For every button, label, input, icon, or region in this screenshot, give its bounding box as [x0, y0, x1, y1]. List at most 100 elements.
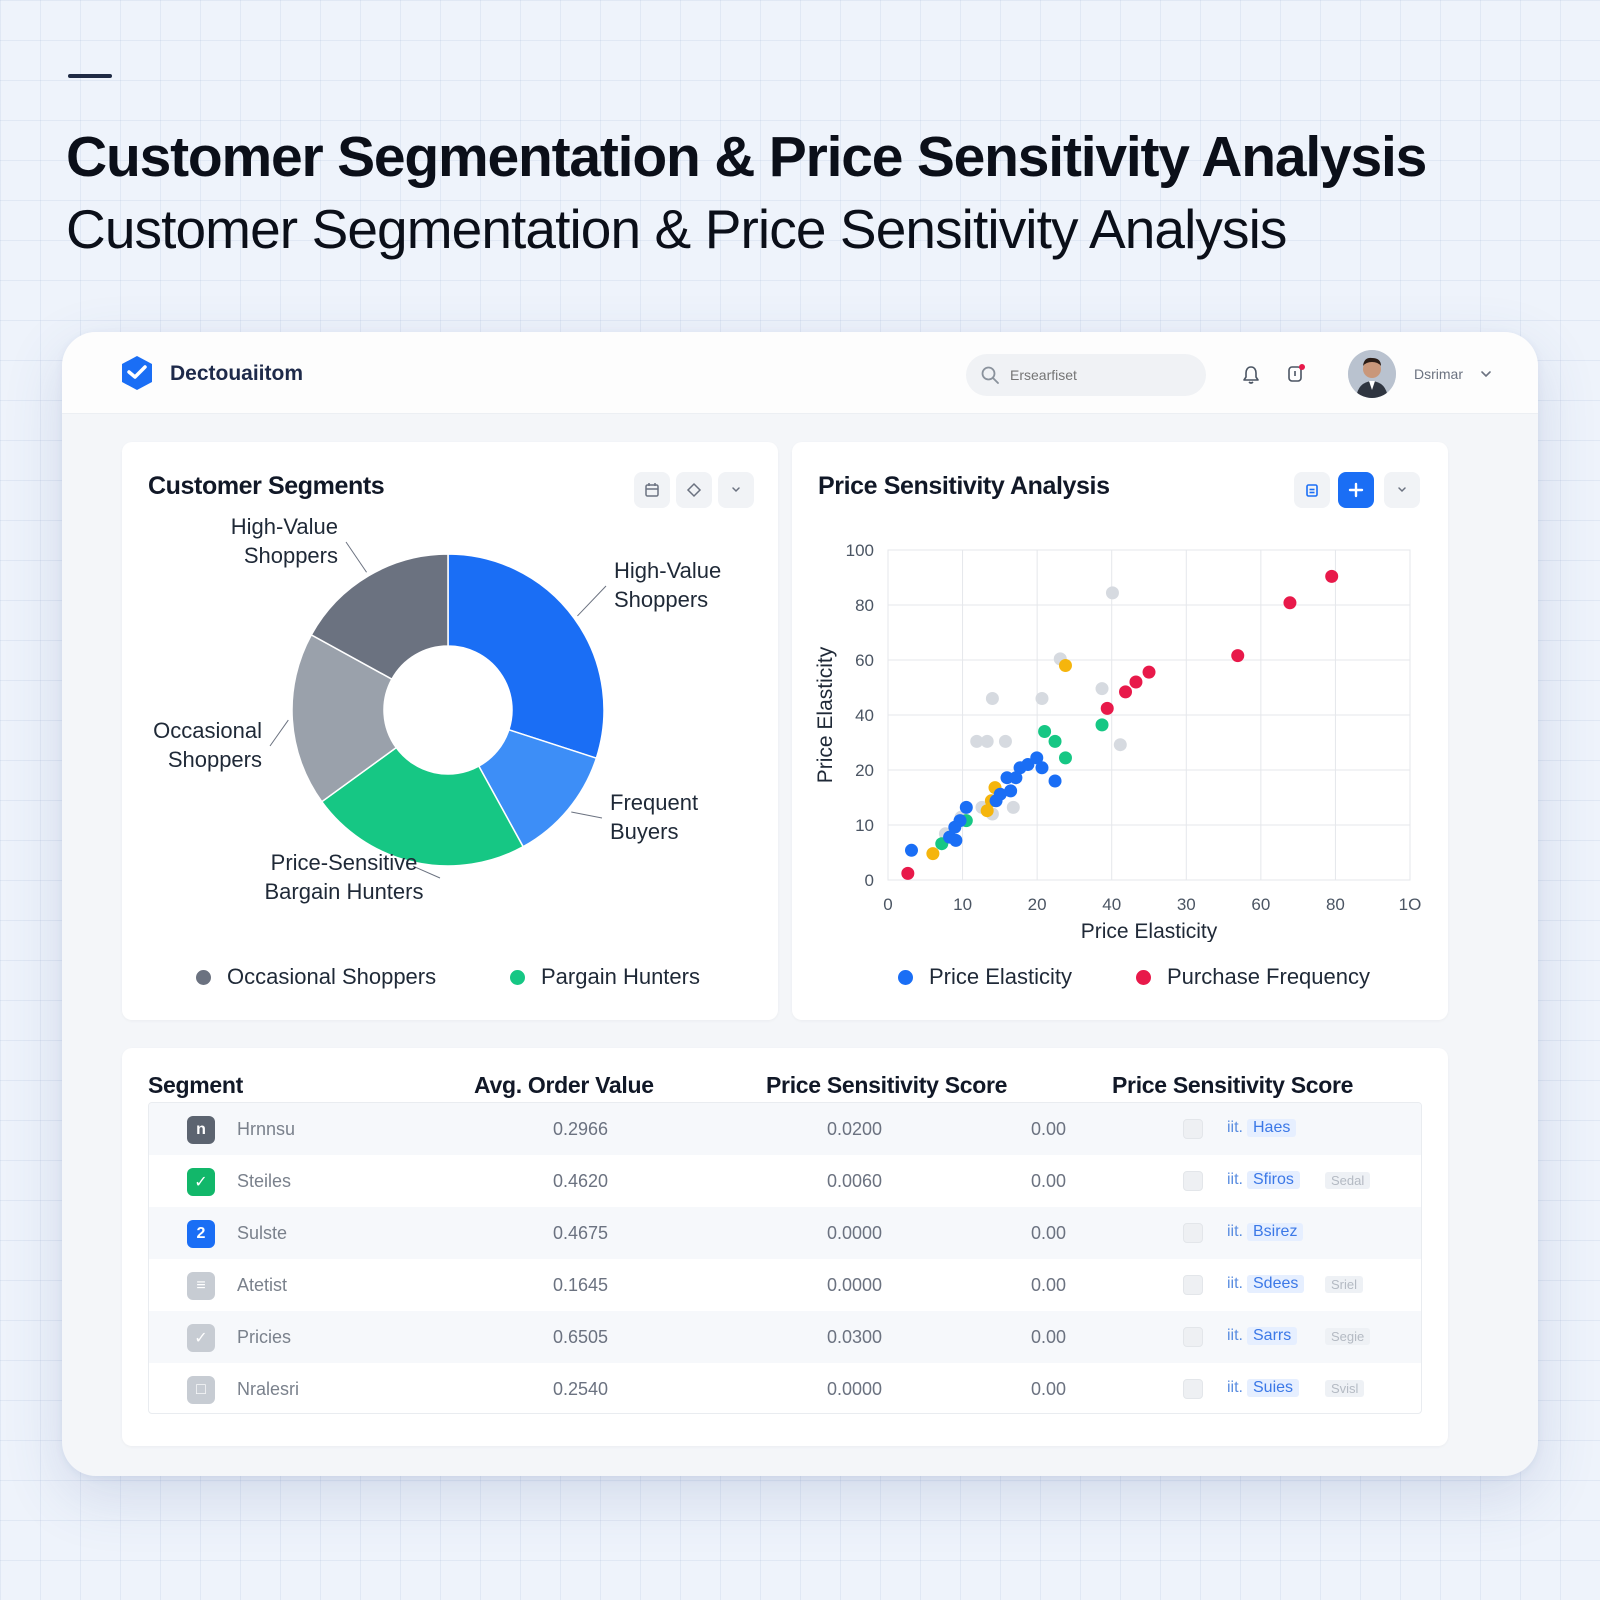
segment-name: Nralesri	[237, 1379, 300, 1399]
legend-label: Occasional Shoppers	[227, 964, 437, 989]
status-badge[interactable]: Haes	[1247, 1119, 1297, 1137]
row-segment-icon: ✓	[187, 1324, 215, 1352]
scatter-point[interactable]	[980, 804, 994, 818]
scatter-point[interactable]	[949, 833, 963, 847]
scatter-point[interactable]	[993, 787, 1007, 801]
price-sensitivity-score: 0.0000	[827, 1379, 883, 1399]
scatter-point[interactable]	[1119, 685, 1133, 699]
scatter-point[interactable]	[959, 800, 973, 814]
callout-label: High-Value Shoppers	[614, 558, 721, 612]
row-checkbox[interactable]	[1183, 1327, 1203, 1347]
tag-button[interactable]	[676, 472, 712, 508]
column-header-pss-2[interactable]: Price Sensitivity Score	[1112, 1072, 1354, 1098]
price-sensitivity-score: 0.0060	[827, 1171, 883, 1191]
scatter-point[interactable]	[1035, 761, 1049, 775]
row-tag: Sriel	[1325, 1276, 1364, 1293]
scatter-point[interactable]	[1105, 586, 1119, 600]
row-segment-icon: ≡	[187, 1272, 215, 1300]
table-body: n Hrnnsu 0.2966 0.0200 0.00 iit. Haes ✓ Steiles 0…	[148, 1102, 1422, 1414]
column-header-segment[interactable]: Segment	[148, 1072, 244, 1098]
hero-title: Customer Segmentation & Price Sensitivit…	[66, 125, 1427, 189]
legend-label: Purchase Frequency	[1167, 964, 1370, 989]
scatter-point[interactable]	[1231, 649, 1245, 663]
scatter-point[interactable]	[985, 692, 999, 705]
scatter-point[interactable]	[926, 847, 940, 861]
scatter-point[interactable]	[1113, 738, 1127, 752]
x-tick-label: 1O	[1399, 895, 1422, 914]
scatter-point[interactable]	[1004, 784, 1018, 798]
row-checkbox[interactable]	[1183, 1379, 1203, 1399]
scatter-point[interactable]	[1038, 725, 1052, 738]
scatter-point[interactable]	[998, 734, 1012, 748]
scatter-point[interactable]	[1006, 800, 1020, 814]
table-row[interactable]: n Hrnnsu 0.2966 0.0200 0.00 iit. Haes	[149, 1103, 1421, 1155]
status-badge[interactable]: Bsirez	[1247, 1223, 1304, 1241]
x-tick-label: 40	[1102, 895, 1121, 914]
row-checkbox[interactable]	[1183, 1119, 1203, 1139]
row-checkbox[interactable]	[1183, 1171, 1203, 1191]
scatter-point[interactable]	[1058, 659, 1072, 672]
card-title: Customer Segments	[148, 472, 385, 500]
brand-logo-icon[interactable]	[118, 354, 156, 392]
callout-line	[412, 865, 441, 879]
scatter-point[interactable]	[1048, 734, 1062, 748]
scatter-point[interactable]	[1030, 751, 1044, 765]
scatter-point[interactable]	[1095, 682, 1109, 696]
scatter-point[interactable]	[1129, 675, 1143, 689]
row-checkbox[interactable]	[1183, 1275, 1203, 1295]
scatter-point[interactable]	[1325, 569, 1339, 583]
expand-button[interactable]	[718, 472, 754, 508]
table-row[interactable]: □ Nralesri 0.2540 0.0000 0.00 iit. Suies Svisl	[149, 1363, 1421, 1413]
scatter-point[interactable]	[1095, 718, 1109, 732]
scatter-point[interactable]	[901, 866, 915, 880]
scatter-point[interactable]	[1100, 701, 1114, 715]
y-axis-label: Price Elasticity	[814, 646, 837, 783]
row-tag: Sedal	[1325, 1172, 1371, 1189]
legend-item-occasional: Occasional Shoppers	[196, 964, 436, 990]
column-header-aov[interactable]: Avg. Order Value	[474, 1072, 654, 1098]
table-row[interactable]: ≡ Atetist 0.1645 0.0000 0.00 iit. Sdees Sriel	[149, 1259, 1421, 1311]
avg-order-value: 0.1645	[553, 1275, 609, 1295]
avatar[interactable]	[1348, 350, 1396, 398]
scatter-point[interactable]	[1035, 692, 1049, 705]
scatter-point[interactable]	[970, 734, 984, 748]
donut-slice[interactable]	[447, 553, 605, 760]
column-header-pss[interactable]: Price Sensitivity Score	[766, 1072, 1008, 1098]
status-badge[interactable]: Sdees	[1247, 1275, 1305, 1293]
status-badge[interactable]: Sarrs	[1247, 1327, 1298, 1345]
table-row[interactable]: ✓ Pricies 0.6505 0.0300 0.00 iit. Sarrs Segie	[149, 1311, 1421, 1363]
donut-slice[interactable]	[320, 746, 525, 867]
brand-name[interactable]: Dectouaiitom	[170, 362, 304, 385]
price-sensitivity-score-2: 0.00	[1031, 1379, 1067, 1399]
notification-icon[interactable]	[1284, 362, 1308, 386]
row-status: iit. Sdees	[1227, 1275, 1305, 1293]
expand-button[interactable]	[1384, 472, 1420, 508]
bell-icon[interactable]	[1240, 364, 1262, 386]
row-checkbox[interactable]	[1183, 1223, 1203, 1243]
scatter-point[interactable]	[1048, 774, 1062, 788]
scatter-point[interactable]	[1142, 665, 1156, 679]
row-status: iit. Suies	[1227, 1379, 1300, 1397]
scatter-point[interactable]	[953, 814, 967, 828]
scatter-point[interactable]	[1021, 758, 1035, 771]
table-row[interactable]: 2 Sulste 0.4675 0.0000 0.00 iit. Bsirez	[149, 1207, 1421, 1259]
calendar-button[interactable]	[634, 472, 670, 508]
table-row[interactable]: ✓ Steiles 0.4620 0.0060 0.00 iit. Sfiros Sedal	[149, 1155, 1421, 1207]
donut-slice[interactable]	[291, 633, 398, 803]
chevron-down-icon[interactable]	[1480, 368, 1492, 380]
status-prefix: iit.	[1227, 1119, 1243, 1136]
status-prefix: iit.	[1227, 1379, 1243, 1396]
add-button[interactable]	[1338, 472, 1374, 508]
scatter-point[interactable]	[1058, 751, 1072, 765]
scatter-point[interactable]	[1283, 596, 1297, 610]
user-name[interactable]: Dsrimar	[1414, 366, 1463, 382]
donut-slice[interactable]	[310, 553, 449, 681]
scatter-point[interactable]	[1009, 771, 1023, 785]
search-input[interactable]	[1010, 354, 1196, 396]
scatter-point[interactable]	[980, 734, 994, 748]
status-badge[interactable]: Suies	[1247, 1379, 1300, 1397]
scatter-point[interactable]	[904, 843, 918, 857]
status-badge[interactable]: Sfiros	[1247, 1171, 1300, 1189]
clipboard-button[interactable]	[1294, 472, 1330, 508]
search-box[interactable]	[966, 354, 1206, 396]
